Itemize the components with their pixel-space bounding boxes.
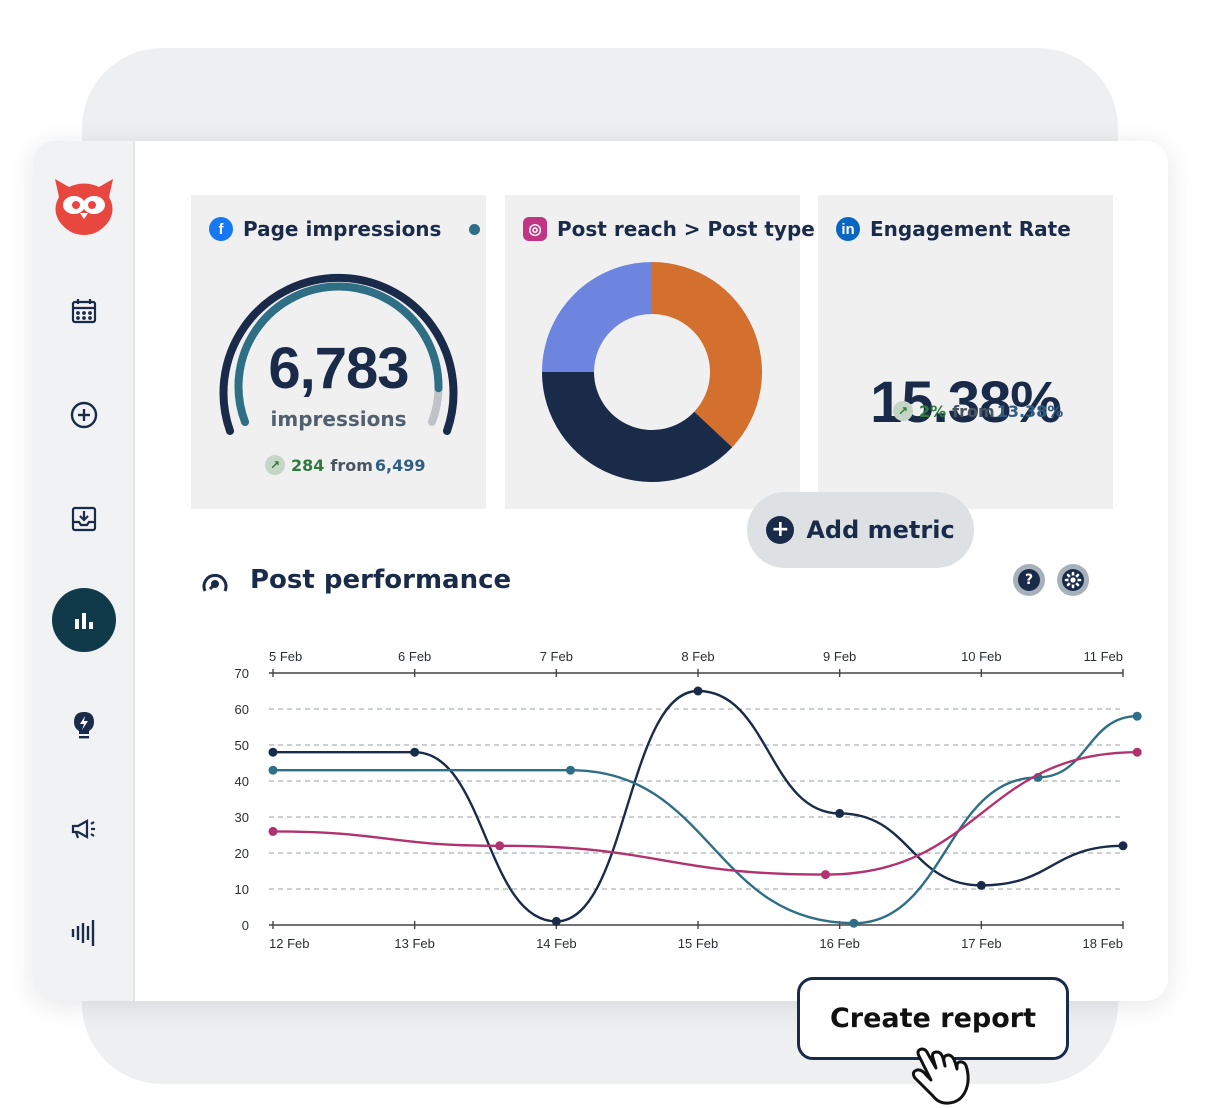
x-bottom-label: 16 Feb: [819, 936, 859, 951]
sidebar-item-calendar[interactable]: [52, 279, 116, 343]
series-point-0[interactable]: [976, 880, 986, 890]
impressions-gauge: [219, 273, 458, 435]
x-bottom-label: 17 Feb: [961, 936, 1001, 951]
x-bottom-label: 14 Feb: [536, 936, 576, 951]
instagram-icon: ◎: [523, 217, 547, 241]
x-bottom-label: 13 Feb: [394, 936, 434, 951]
owl-logo-icon[interactable]: [49, 169, 119, 239]
x-top-label: 7 Feb: [540, 649, 573, 664]
megaphone-icon: [71, 819, 95, 839]
x-top-label: 6 Feb: [398, 649, 431, 664]
y-tick-label: 60: [235, 702, 249, 717]
series-point-0[interactable]: [835, 808, 845, 818]
app-window: f Page impressions 6,783 impressions ↗ 2…: [33, 141, 1168, 1001]
x-top-label: 8 Feb: [681, 649, 714, 664]
series-point-0[interactable]: [1118, 841, 1128, 851]
delta-value: 2%: [919, 401, 947, 421]
y-tick-label: 70: [235, 666, 249, 681]
card-title: Engagement Rate: [870, 217, 1071, 241]
delta-ref: 13.38%: [996, 401, 1064, 421]
add-metric-button[interactable]: + Add metric: [747, 492, 974, 568]
impressions-delta: ↗ 284 from 6,499: [265, 455, 426, 475]
lightbulb-icon: [74, 712, 94, 739]
impressions-value: 6,783: [268, 336, 409, 401]
post-type-donut: [542, 262, 762, 482]
x-top-label: 5 Feb: [269, 649, 302, 664]
sidebar-item-inbox[interactable]: [52, 487, 116, 551]
create-report-label: Create report: [829, 1003, 1036, 1034]
series-point-1[interactable]: [268, 765, 278, 775]
x-bottom-label: 15 Feb: [678, 936, 718, 951]
plus-circle-icon: [70, 401, 98, 429]
card-title: Page impressions: [243, 217, 442, 241]
x-bottom-label: 12 Feb: [269, 936, 309, 951]
engagement-delta: ↗ 2% from 13.38%: [893, 401, 1063, 421]
y-tick-label: 0: [242, 918, 249, 933]
add-metric-label: Add metric: [806, 516, 955, 544]
sidebar-item-insights[interactable]: [52, 693, 116, 757]
status-dot: [469, 223, 481, 235]
delta-from: from: [330, 455, 373, 475]
performance-gauge-icon: [202, 573, 228, 592]
x-top-label: 11 Feb: [1083, 649, 1123, 664]
y-tick-label: 50: [235, 738, 249, 753]
delta-value: 284: [291, 455, 325, 475]
donut-slice-1[interactable]: [542, 372, 733, 482]
post-performance-chart[interactable]: 0 10 20 30 40 50 60 70 5 Feb 6 Feb 7 Feb 8 Feb 9 Feb…: [193, 621, 1143, 961]
sidebar-item-analytics[interactable]: [52, 588, 116, 652]
series-point-2[interactable]: [821, 870, 830, 880]
plus-icon: +: [766, 516, 795, 544]
calendar-icon: [71, 299, 97, 324]
help-button[interactable]: ?: [1013, 564, 1045, 596]
series-point-0[interactable]: [410, 747, 420, 757]
gear-icon: [1062, 569, 1084, 591]
impressions-unit: impressions: [270, 407, 407, 431]
series-point-1[interactable]: [566, 765, 575, 775]
analytics-icon: [75, 613, 93, 629]
y-tick-label: 10: [235, 882, 249, 897]
x-bottom-label: 18 Feb: [1083, 936, 1123, 951]
series-point-0[interactable]: [551, 916, 561, 926]
post-performance-title: Post performance: [250, 565, 512, 595]
series-point-0[interactable]: [268, 747, 278, 757]
donut-slice-2[interactable]: [542, 262, 652, 372]
x-top-label: 10 Feb: [961, 649, 1001, 664]
series-point-1[interactable]: [1132, 711, 1142, 721]
series-point-2[interactable]: [495, 841, 505, 851]
donut-slice-0[interactable]: [652, 262, 762, 448]
series-point-1[interactable]: [849, 918, 859, 928]
sidebar-item-ads[interactable]: [52, 797, 116, 861]
card-title: Post reach > Post type: [557, 217, 815, 241]
trend-up-icon: ↗: [893, 401, 913, 421]
inbox-icon: [71, 506, 97, 532]
card-post-reach[interactable]: ◎ Post reach > Post type: [505, 195, 815, 509]
delta-ref: 6,499: [374, 455, 426, 475]
help-icon: ?: [1018, 569, 1040, 591]
series-line-0[interactable]: [273, 689, 1124, 923]
series-line-1[interactable]: [272, 715, 1138, 925]
card-engagement-rate[interactable]: in Engagement Rate 15.38% ↗ 2% from 13.3…: [818, 195, 1113, 509]
series-point-2[interactable]: [268, 826, 278, 836]
y-tick-label: 30: [235, 810, 249, 825]
y-tick-label: 40: [235, 774, 249, 789]
sidebar-item-listening[interactable]: [52, 901, 116, 965]
y-tick-label: 20: [235, 846, 249, 861]
sidebar-item-compose[interactable]: [52, 383, 116, 447]
pointer-hand-icon: [911, 1047, 970, 1105]
card-page-impressions[interactable]: f Page impressions 6,783 impressions ↗ 2…: [191, 195, 486, 509]
series-point-2[interactable]: [1132, 747, 1142, 757]
series-point-0[interactable]: [693, 686, 703, 696]
facebook-icon: f: [209, 217, 233, 241]
settings-button[interactable]: [1057, 564, 1089, 596]
delta-from: from: [952, 401, 995, 421]
series-line-2[interactable]: [272, 751, 1138, 876]
linkedin-icon: in: [836, 217, 860, 241]
audio-bars-icon: [71, 920, 95, 946]
x-top-label: 9 Feb: [823, 649, 856, 664]
trend-up-icon: ↗: [265, 455, 285, 475]
sidebar: [33, 141, 135, 1001]
